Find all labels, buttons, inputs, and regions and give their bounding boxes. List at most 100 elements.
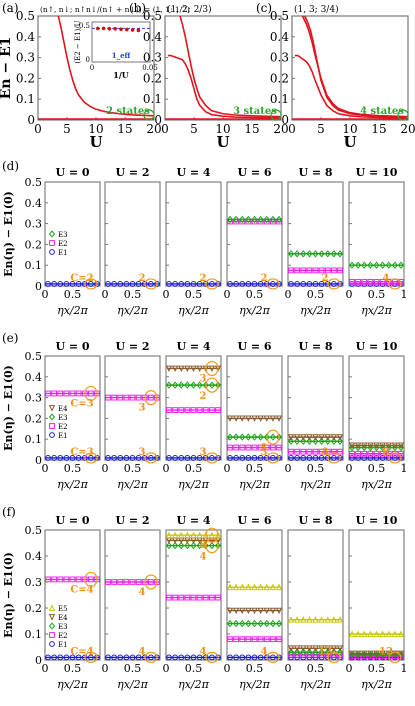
E1-point — [117, 281, 124, 287]
E3-point — [367, 261, 374, 269]
E4-point — [48, 405, 56, 412]
E1-point — [147, 281, 154, 287]
states-annotation: 3 states — [233, 106, 277, 117]
x-tick-label: 10 — [342, 122, 357, 136]
E1-point — [87, 455, 94, 461]
states-circle — [270, 109, 282, 121]
E2-point — [361, 278, 368, 285]
E4-point — [367, 442, 374, 449]
subplot-frame — [226, 181, 283, 287]
E3-point — [300, 437, 307, 445]
E2-point — [117, 579, 124, 585]
E2-point — [117, 394, 124, 401]
E3-point — [287, 648, 295, 656]
E2-point — [111, 579, 118, 585]
E1-point — [172, 281, 179, 287]
x-tick-label: 0 — [346, 662, 353, 675]
y-axis-label: En(η) − E1(0) — [2, 365, 15, 451]
E4-point — [245, 607, 252, 615]
E1-point — [184, 455, 191, 461]
inset-y-tick: 0 — [86, 56, 90, 64]
inset-point — [107, 27, 112, 31]
E5-point — [239, 583, 246, 591]
legend-label: E1 — [58, 249, 68, 257]
E1-point — [361, 455, 368, 461]
E1-point — [147, 455, 154, 461]
E4-point — [269, 415, 277, 422]
x-tick-label: 0.5 — [124, 288, 142, 301]
x-tick-label: 0 — [163, 462, 170, 475]
E1-point — [135, 654, 142, 661]
legend-label: E4 — [58, 405, 68, 413]
x-tick-label: 0 — [163, 662, 170, 675]
E2-point — [355, 450, 362, 457]
E3-point — [239, 619, 246, 628]
E1-point — [135, 455, 142, 461]
chern-label-upper: 3 — [200, 373, 207, 384]
inset-point — [101, 26, 106, 31]
chern-circle — [144, 651, 158, 664]
E3-point — [245, 433, 252, 441]
E2-point — [312, 448, 319, 455]
E3-point — [239, 433, 246, 441]
E1-point — [51, 281, 58, 287]
E3-point — [257, 433, 264, 441]
E3-point — [269, 433, 276, 441]
x-axis-label: U — [343, 133, 356, 151]
x-tick-label: 0 — [102, 288, 109, 301]
inset-x-tick: 0.05 — [142, 64, 158, 72]
E4-point — [354, 650, 362, 658]
E3-point — [294, 437, 301, 445]
E4-point — [336, 434, 344, 441]
E1-point — [318, 455, 325, 461]
E2-point — [57, 390, 64, 397]
E1-point — [49, 641, 55, 647]
E4-point — [196, 365, 203, 372]
E4-point — [165, 365, 173, 372]
chern-circle-upper — [144, 574, 158, 590]
subpanel-u-5: U = 10 0 0.5 1 ηx/2π 8 — [346, 340, 408, 491]
legend-label: E2 — [58, 632, 68, 640]
E1-point — [215, 281, 221, 287]
E1-point — [94, 281, 100, 287]
curve-2 — [167, 54, 282, 119]
subplot-frame — [226, 529, 283, 661]
E4-point — [239, 415, 246, 422]
E2-point — [337, 448, 343, 455]
legend-label: E1 — [58, 641, 68, 649]
states-circle — [397, 109, 409, 121]
y-tick-label: 0.1 — [143, 92, 162, 106]
x-tick-label: 0 — [346, 462, 353, 475]
subpanel-title: U = 6 — [237, 514, 271, 527]
x-tick-label: 1 — [401, 662, 408, 675]
x-tick-label: 0.5 — [185, 662, 203, 675]
E1-point — [257, 455, 264, 461]
E2-point — [367, 278, 374, 285]
E2-point — [184, 594, 191, 601]
E1-point — [87, 281, 94, 287]
E2-point — [51, 390, 58, 397]
E1-point — [69, 654, 76, 661]
E1-point — [263, 281, 270, 287]
E3-point — [306, 437, 313, 445]
x-tick-label: 0 — [42, 662, 49, 675]
x-tick-label: 0.5 — [64, 662, 82, 675]
x-tick-label: 0 — [224, 288, 231, 301]
y-axis-label: En − E1 — [0, 37, 14, 100]
y-tick-label: 0.2 — [16, 71, 35, 85]
E2-point — [111, 394, 118, 401]
panel-label: (a) — [2, 1, 19, 15]
E1-point — [166, 654, 172, 661]
E3-point — [251, 433, 258, 441]
E2-point — [373, 450, 380, 457]
y-tick-label: 0.1 — [25, 259, 43, 272]
x-axis-label: ηx/2π — [361, 678, 392, 691]
E1-point — [245, 281, 252, 287]
x-tick-label: 0.5 — [368, 462, 386, 475]
E3-point — [361, 261, 368, 269]
y-tick-label: 0.2 — [143, 71, 162, 85]
E1-point — [208, 281, 215, 287]
chern-label-middle: 5 — [261, 443, 268, 454]
E1-point — [239, 281, 246, 287]
